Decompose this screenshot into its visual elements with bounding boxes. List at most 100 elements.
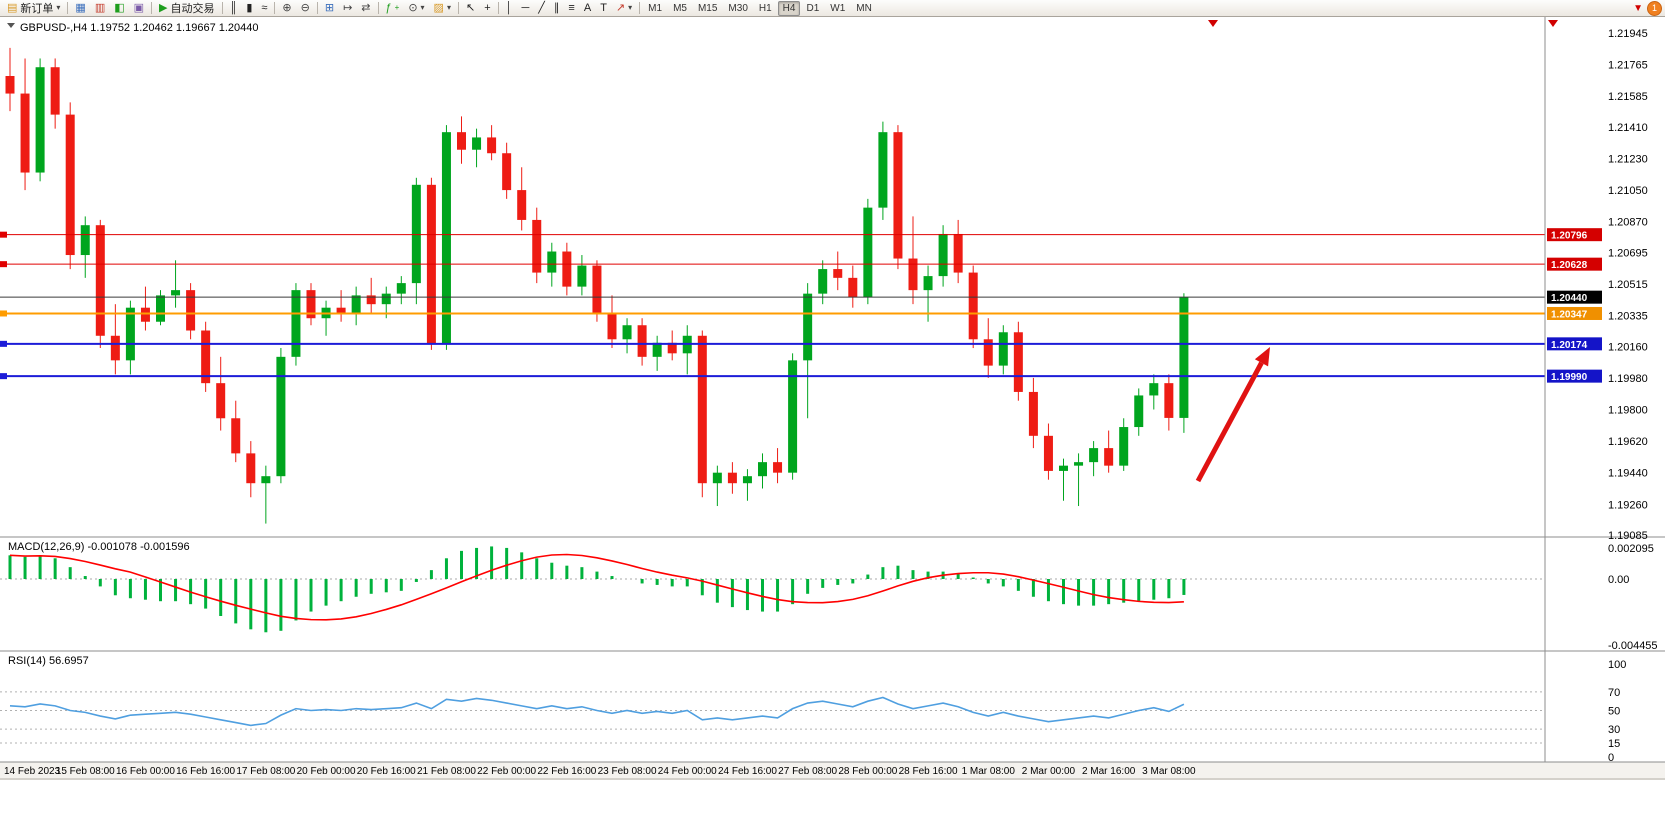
- terminal-icon: ▣: [133, 1, 145, 14]
- terminal-button[interactable]: ▣: [130, 1, 148, 16]
- templates-button[interactable]: ▨ ▾: [430, 1, 455, 16]
- market-watch-button[interactable]: ▥: [91, 1, 109, 16]
- one-click-collapse-icon[interactable]: [7, 23, 15, 28]
- text-label-button[interactable]: T: [596, 1, 611, 16]
- zoom-out-button[interactable]: ⊖: [297, 1, 314, 16]
- candle-chart-icon: ▮: [246, 1, 253, 14]
- timeframe-w1-button[interactable]: W1: [825, 1, 850, 16]
- notification-badge[interactable]: 1: [1647, 0, 1662, 16]
- time-axis-label: 24 Feb 00:00: [658, 766, 717, 777]
- price-tag-1.20440[interactable]: [1547, 290, 1602, 304]
- time-axis-label: 24 Feb 16:00: [718, 766, 777, 777]
- timeframe-mn-button[interactable]: MN: [851, 1, 877, 16]
- candle-up: [622, 325, 632, 340]
- price-scale-label: 1.19440: [1608, 468, 1648, 480]
- charts-button[interactable]: ▦: [71, 1, 89, 16]
- toolbar-separator: [67, 2, 69, 14]
- price-scale-label: 1.21410: [1608, 122, 1648, 134]
- chart-canvas[interactable]: MACD(12,26,9) -0.001078 -0.001596 0.00209…: [0, 17, 1665, 834]
- timeframe-m5-button[interactable]: M5: [668, 1, 692, 16]
- channel-button[interactable]: ∥: [550, 1, 564, 16]
- hline-anchor[interactable]: [0, 231, 7, 238]
- chart-shift-icon: ⇄: [361, 1, 371, 14]
- arrows-icon: ↗: [615, 1, 626, 14]
- hline-anchor[interactable]: [0, 310, 7, 317]
- trend-arrow[interactable]: [1195, 361, 1264, 483]
- price-scale-label: 1.19980: [1608, 373, 1648, 385]
- periods-button[interactable]: ⊙ ▾: [404, 1, 428, 16]
- price-scale-label: 1.21765: [1608, 60, 1648, 72]
- bar-chart-button[interactable]: ║: [226, 1, 242, 16]
- timeframe-m1-button[interactable]: M1: [643, 1, 667, 16]
- candle-up: [381, 293, 391, 305]
- candle-up: [788, 360, 798, 473]
- candle-up: [411, 184, 421, 284]
- timeframe-m15-button[interactable]: M15: [693, 1, 722, 16]
- candle-up: [1149, 383, 1159, 396]
- price-tag-1.20628[interactable]: [1547, 257, 1602, 271]
- chart-shift-marker-triangle[interactable]: [1208, 20, 1218, 27]
- new-order-caret-icon: ▾: [56, 3, 61, 12]
- fibonacci-icon: ≡: [568, 1, 575, 14]
- time-axis-label: 28 Feb 00:00: [838, 766, 897, 777]
- auto-scroll-button[interactable]: ↦: [339, 1, 356, 16]
- candle-up: [923, 276, 933, 291]
- candle-up: [291, 290, 301, 357]
- new-order-button[interactable]: ▤ 新订单 ▾: [3, 1, 64, 16]
- arrows-caret-icon: ▾: [628, 3, 633, 12]
- zoom-in-button[interactable]: ⊕: [278, 1, 295, 16]
- chart-shift-button[interactable]: ⇄: [357, 1, 374, 16]
- alert-triangle-icon[interactable]: ▼: [1633, 2, 1643, 14]
- price-tag-1.20347[interactable]: [1547, 306, 1602, 320]
- price-scale-label: 1.19620: [1608, 436, 1648, 448]
- vertical-line-button[interactable]: │: [502, 1, 517, 16]
- candle-down: [216, 383, 226, 419]
- price-tag-1.19990[interactable]: [1547, 369, 1602, 383]
- hline-anchor[interactable]: [0, 261, 7, 268]
- candle-down: [1104, 448, 1114, 466]
- timeframe-h1-button[interactable]: H1: [754, 1, 777, 16]
- line-chart-button[interactable]: ≈: [257, 1, 271, 16]
- time-axis-label: 23 Feb 08:00: [598, 766, 657, 777]
- candle-down: [20, 93, 30, 173]
- candle-chart-button[interactable]: ▮: [242, 1, 256, 16]
- hline-anchor[interactable]: [0, 340, 7, 347]
- auto-trading-button[interactable]: ▶ 自动交易: [155, 1, 218, 16]
- price-scale-label: 1.19085: [1608, 530, 1648, 542]
- navigator-button[interactable]: ◧: [110, 1, 128, 16]
- fibonacci-button[interactable]: ≡: [564, 1, 578, 16]
- indicators-button[interactable]: ƒ +: [382, 1, 404, 16]
- hline-anchor[interactable]: [0, 373, 7, 380]
- time-axis-label: 27 Feb 08:00: [778, 766, 837, 777]
- candle-down: [697, 335, 707, 484]
- candle-up: [276, 356, 286, 477]
- horizontal-line-button[interactable]: ─: [518, 1, 534, 16]
- timeframe-h4-button[interactable]: H4: [777, 0, 801, 16]
- timeframe-d1-button[interactable]: D1: [801, 1, 824, 16]
- cursor-button[interactable]: ↖: [462, 1, 479, 16]
- vertical-line-icon: │: [505, 1, 513, 14]
- trendline-button[interactable]: ╱: [534, 1, 549, 16]
- candle-down: [457, 132, 466, 150]
- price-tag-label: 1.20347: [1551, 309, 1588, 320]
- time-axis[interactable]: [0, 762, 1665, 780]
- time-axis-label: 17 Feb 08:00: [236, 766, 295, 777]
- time-axis-label: 28 Feb 16:00: [899, 766, 958, 777]
- periods-caret-icon: ▾: [420, 3, 425, 12]
- candle-up: [547, 251, 557, 273]
- tile-windows-button[interactable]: ⊞: [321, 1, 338, 16]
- text-button[interactable]: A: [580, 1, 595, 16]
- trend-arrow-head[interactable]: [1254, 347, 1270, 367]
- price-tag-1.20796[interactable]: [1547, 228, 1602, 242]
- candle-down: [953, 233, 963, 273]
- arrows-button[interactable]: ↗ ▾: [612, 1, 636, 16]
- timeframe-m30-button[interactable]: M30: [723, 1, 752, 16]
- time-axis-label: 20 Feb 16:00: [357, 766, 416, 777]
- horizontal-line-icon: ─: [521, 1, 530, 14]
- price-scale-label: 1.19260: [1608, 499, 1648, 511]
- price-tag-1.20174[interactable]: [1547, 337, 1602, 351]
- crosshair-button[interactable]: +: [480, 1, 494, 16]
- candle-down: [517, 190, 527, 220]
- navigator-icon: ◧: [114, 1, 125, 14]
